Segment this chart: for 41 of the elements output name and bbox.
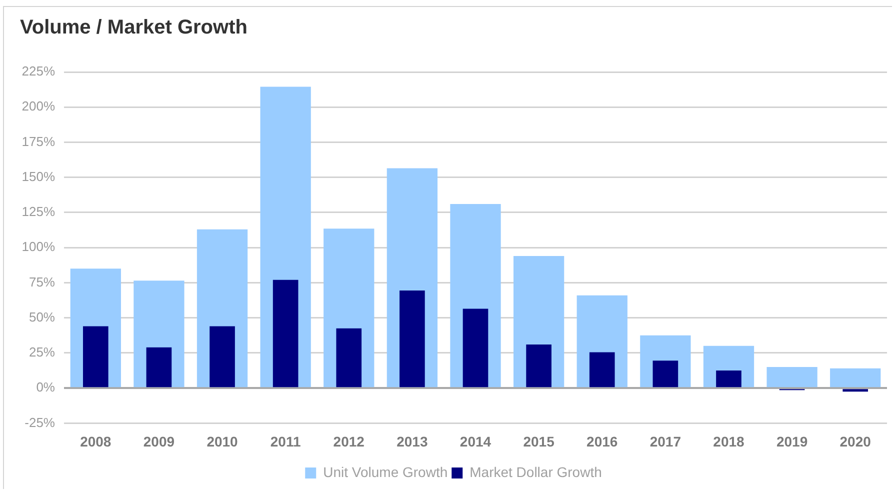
x-tick-label: 2012 [333,433,365,450]
bar [336,328,362,388]
legend-label: Unit Volume Growth [323,464,448,480]
bar [82,326,108,388]
x-tick-label: 2018 [713,433,745,450]
legend-label: Market Dollar Growth [470,464,602,480]
x-tick-label: 2020 [840,433,872,450]
bar [210,326,235,388]
x-tick-label: 2009 [143,433,175,450]
x-tick-label: 2008 [80,433,112,450]
y-tick-label: -25% [24,414,56,430]
bar [589,352,615,388]
bar [272,280,298,388]
chart-title: Volume / Market Growth [20,16,248,39]
x-tick-label: 2011 [270,433,301,450]
x-tick-label: 2015 [523,433,555,450]
x-tick-label: 2016 [586,433,618,450]
x-tick-label: 2019 [776,433,808,450]
x-tick-label: 2017 [650,433,682,450]
y-tick-label: 200% [22,98,56,114]
bar [842,389,868,392]
y-tick-label: 125% [22,204,56,220]
y-tick-label: 25% [28,344,56,360]
bar [462,308,488,388]
x-tick-label: 2014 [460,433,492,450]
y-tick-label: 175% [22,134,56,149]
x-tick-label: 2010 [206,433,238,450]
y-tick-label: 75% [28,274,56,290]
bar [652,360,678,388]
y-tick-label: 150% [22,168,56,184]
bar [146,347,172,388]
y-tick-label: 50% [28,309,56,324]
bar [526,344,552,388]
bar [400,290,425,388]
y-tick-label: 0% [36,380,56,395]
bar [830,368,881,388]
bar [716,370,742,388]
x-tick-label: 2013 [396,433,428,450]
bar [766,367,818,388]
y-tick-label: 100% [22,239,56,254]
y-tick-label: 225% [22,64,56,79]
